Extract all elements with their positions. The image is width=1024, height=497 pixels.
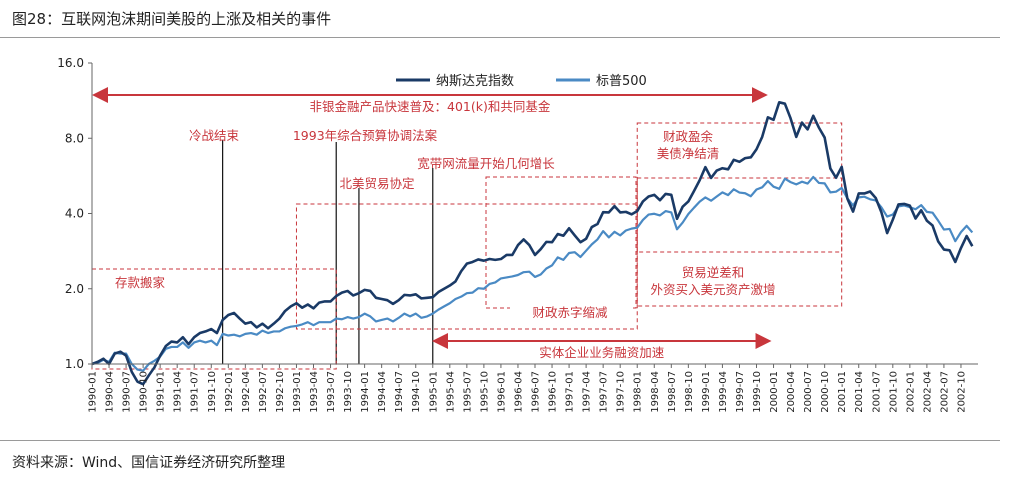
x-tick-label: 1993-07	[326, 371, 337, 413]
series-line-sp500	[91, 175, 974, 372]
x-tick-label: 2000-10	[820, 371, 831, 413]
x-tick-label: 1999-01	[701, 371, 712, 413]
x-tick-label: 1996-01	[496, 371, 507, 413]
x-tick-label: 1996-07	[531, 371, 542, 413]
y-tick-label: 2.0	[65, 282, 84, 296]
annotation-label: 财政赤字缩减	[532, 305, 608, 320]
x-tick-label: 1990-04	[105, 371, 116, 413]
x-tick-label: 1993-01	[292, 371, 303, 413]
y-tick-label: 8.0	[65, 131, 84, 145]
x-tick-label: 1995-01	[428, 371, 439, 413]
x-tick-label: 2002-10	[956, 371, 967, 413]
x-tick-label: 1991-07	[190, 371, 201, 413]
x-tick-label: 1994-01	[360, 371, 371, 413]
x-tick-label: 2002-04	[922, 371, 933, 413]
x-tick-label: 1990-07	[122, 371, 133, 413]
x-tick-label: 1999-04	[718, 371, 729, 413]
x-tick-label: 1992-04	[241, 371, 252, 413]
x-tick-label: 2000-07	[803, 371, 814, 413]
x-tick-label: 1998-07	[667, 371, 678, 413]
x-tick-label: 1992-01	[224, 371, 235, 413]
x-tick-label: 1990-10	[139, 371, 150, 413]
legend-label: 标普500	[596, 74, 647, 89]
series-line-nasdaq	[91, 101, 974, 386]
title-divider	[0, 37, 1000, 38]
annotation-label: 财政盈余	[663, 129, 714, 144]
chart-title: 图28：互联网泡沫期间美股的上涨及相关的事件	[12, 10, 332, 28]
annotation-label: 实体企业业务融资加速	[539, 345, 665, 360]
x-tick-label: 1998-01	[633, 371, 644, 413]
y-tick-label: 16.0	[57, 56, 84, 70]
x-tick-label: 1994-07	[394, 371, 405, 413]
annotation-box	[485, 176, 637, 309]
x-tick-label: 1998-04	[650, 371, 661, 413]
x-tick-label: 1991-01	[156, 371, 167, 413]
annotation-box	[295, 203, 638, 330]
x-tick-label: 1997-07	[599, 371, 610, 413]
annotation-label: 存款搬家	[115, 275, 166, 290]
x-tick-label: 2002-01	[905, 371, 916, 413]
annotation-label: 美债净结清	[657, 146, 720, 161]
annotation-label: 冷战结束	[189, 128, 240, 143]
annotation-box	[636, 177, 843, 307]
x-tick-label: 1999-10	[752, 371, 763, 413]
x-tick-label: 1996-04	[513, 371, 524, 413]
x-tick-label: 1991-10	[207, 371, 218, 413]
x-tick-label: 1997-04	[582, 371, 593, 413]
x-tick-label: 1992-10	[275, 371, 286, 413]
y-tick-label: 1.0	[65, 357, 84, 371]
source-divider	[0, 440, 1000, 441]
x-tick-label: 1994-04	[377, 371, 388, 413]
source-note: 资料来源：Wind、国信证券经济研究所整理	[12, 455, 286, 471]
x-tick-label: 2002-07	[939, 371, 950, 413]
x-tick-label: 2000-04	[786, 371, 797, 413]
x-tick-label: 2001-01	[837, 371, 848, 413]
annotation-label: 贸易逆差和	[682, 265, 745, 280]
x-tick-label: 1995-07	[462, 371, 473, 413]
x-tick-label: 1990-01	[88, 371, 99, 413]
x-tick-label: 2001-04	[854, 371, 865, 413]
x-tick-label: 1992-07	[258, 371, 269, 413]
x-tick-label: 1996-10	[548, 371, 559, 413]
x-tick-label: 2001-10	[888, 371, 899, 413]
x-tick-label: 1994-10	[411, 371, 422, 413]
x-tick-label: 1993-10	[343, 371, 354, 413]
x-tick-label: 1998-10	[684, 371, 695, 413]
annotation-label: 非银金融产品快速普及：401(k)和共同基金	[309, 99, 550, 114]
x-tick-label: 1995-04	[445, 371, 456, 413]
x-tick-label: 1991-04	[173, 371, 184, 413]
x-tick-label: 1999-07	[735, 371, 746, 413]
x-tick-label: 2001-07	[871, 371, 882, 413]
x-tick-label: 1997-01	[565, 371, 576, 413]
y-tick-label: 4.0	[65, 207, 84, 221]
annotation-label: 宽带网流量开始几何增长	[417, 156, 555, 171]
x-tick-label: 1995-10	[479, 371, 490, 413]
x-tick-label: 1993-04	[309, 371, 320, 413]
annotation-label: 1993年综合预算协调法案	[293, 128, 438, 143]
annotation-label: 外资买入美元资产激增	[650, 282, 775, 297]
annotation-label: 北美贸易协定	[339, 176, 414, 191]
x-tick-label: 1997-10	[616, 371, 627, 413]
x-tick-label: 2000-01	[769, 371, 780, 413]
legend-label: 纳斯达克指数	[436, 74, 514, 89]
